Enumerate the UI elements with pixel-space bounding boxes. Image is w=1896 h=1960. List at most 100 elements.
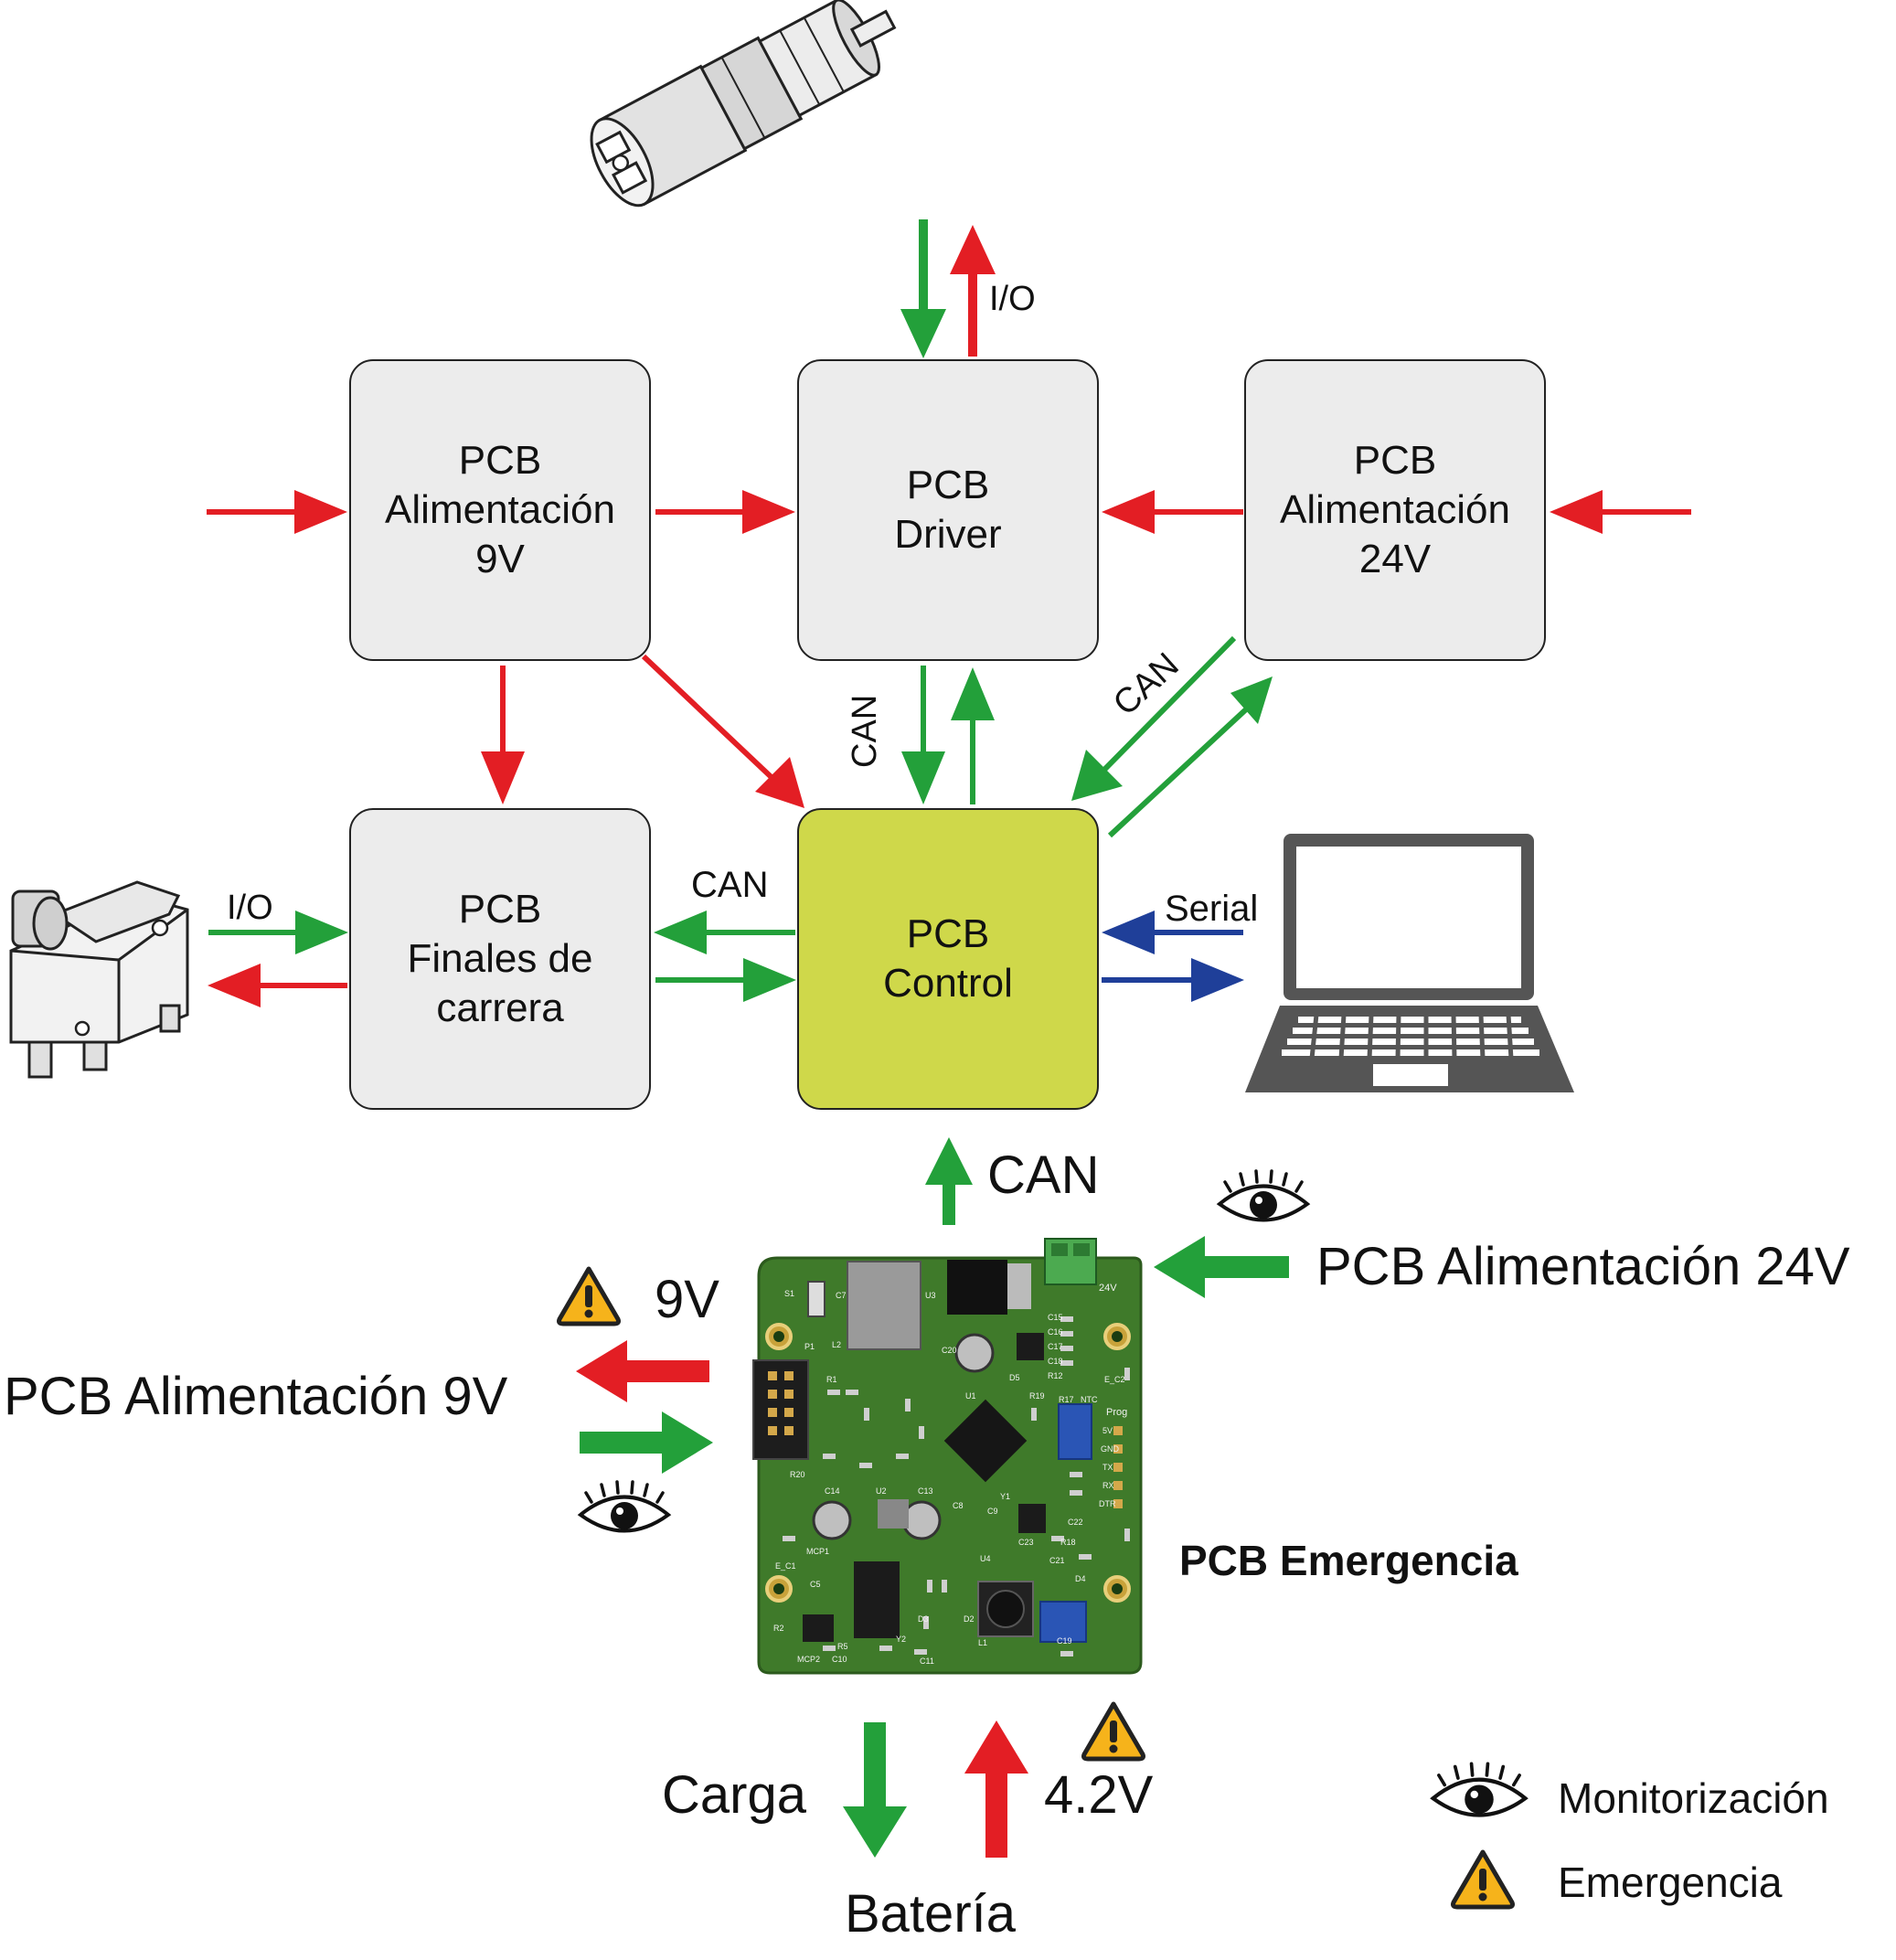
box-line: Alimentación (1280, 487, 1510, 532)
arrow-alim9-finales (481, 666, 525, 804)
arrow-alim9-control (641, 654, 804, 808)
svg-text:C9: C9 (987, 1507, 998, 1516)
svg-text:U1: U1 (965, 1391, 976, 1401)
legend-monitorizacion: Monitorización (1558, 1774, 1829, 1822)
arrow-alim9-to-emergency (580, 1411, 713, 1474)
box-alimentacion-24v: PCB Alimentación 24V (1244, 359, 1546, 661)
arrow-control-alim24-can (1107, 676, 1273, 838)
svg-text:DTR: DTR (1099, 1499, 1116, 1508)
svg-text:C10: C10 (832, 1655, 847, 1664)
svg-text:C8: C8 (953, 1501, 964, 1510)
box-line: PCB (906, 463, 990, 507)
warning-icon (1454, 1852, 1513, 1907)
warning-icon (1084, 1704, 1144, 1759)
box-alimentacion-9v: PCB Alimentación 9V (349, 359, 651, 661)
svg-text:C21: C21 (1049, 1556, 1065, 1565)
svg-text:GND: GND (1101, 1444, 1120, 1454)
box-line: PCB (458, 887, 542, 932)
label-4-2v: 4.2V (1044, 1765, 1154, 1825)
svg-text:L2: L2 (832, 1340, 841, 1349)
arrow-emergency-to-battery-carga (843, 1722, 907, 1858)
box-line: PCB (1353, 438, 1437, 483)
box-line: Alimentación (385, 487, 615, 532)
svg-text:C17: C17 (1048, 1342, 1063, 1351)
arrow-emergency-to-control-can (925, 1137, 973, 1225)
svg-text:MCP2: MCP2 (797, 1655, 820, 1664)
svg-text:L1: L1 (978, 1638, 987, 1647)
svg-text:R17: R17 (1059, 1395, 1074, 1404)
svg-text:RX: RX (1102, 1481, 1114, 1490)
box-line: 9V (475, 537, 525, 581)
label-bateria: Batería (845, 1884, 1016, 1944)
svg-text:D5: D5 (1009, 1373, 1020, 1382)
arrow-laptop-control-serial (1102, 911, 1243, 954)
arrow-input-alim24 (1550, 490, 1691, 534)
svg-text:C20: C20 (942, 1346, 957, 1355)
arrow-control-finales-can (654, 911, 795, 954)
label-9v: 9V (655, 1270, 719, 1329)
arrow-finales-switch (208, 964, 347, 1007)
motor-icon (590, 0, 897, 208)
arrow-battery-to-emergency (964, 1720, 1028, 1858)
svg-text:D4: D4 (1075, 1574, 1086, 1583)
box-finales-de-carrera: PCB Finales de carrera (349, 808, 651, 1110)
svg-text:MCP1: MCP1 (806, 1547, 829, 1556)
box-line: Finales de (407, 936, 593, 981)
svg-text:R12: R12 (1048, 1371, 1063, 1380)
label-emergency-9v: PCB Alimentación 9V (4, 1367, 508, 1426)
label-serial: Serial (1165, 889, 1259, 929)
box-line: PCB (906, 911, 990, 956)
svg-text:E_C1: E_C1 (775, 1561, 796, 1571)
svg-text:C23: C23 (1018, 1538, 1034, 1547)
svg-text:5V: 5V (1102, 1426, 1113, 1435)
svg-text:TX: TX (1102, 1463, 1113, 1472)
svg-text:Y1: Y1 (1000, 1492, 1010, 1501)
arrow-motor-to-driver (900, 219, 946, 358)
svg-text:C7: C7 (836, 1291, 847, 1300)
arrow-driver-control-can (901, 666, 945, 804)
svg-text:E_C2: E_C2 (1104, 1375, 1125, 1384)
arrow-control-driver-can (951, 667, 995, 804)
label-can-emergency: CAN (987, 1145, 1100, 1205)
limit-switch-icon (9, 880, 189, 1079)
svg-text:U2: U2 (876, 1486, 887, 1496)
svg-text:C15: C15 (1048, 1313, 1063, 1322)
svg-text:C22: C22 (1068, 1518, 1083, 1527)
eye-icon (1218, 1169, 1309, 1222)
svg-text:R1: R1 (826, 1375, 837, 1384)
label-carga: Carga (662, 1765, 806, 1825)
svg-text:S1: S1 (784, 1289, 794, 1298)
label-io-switch: I/O (227, 889, 273, 927)
arrow-switch-finales (208, 911, 348, 954)
label-can-driver-control: CAN (846, 694, 884, 768)
box-line: Control (883, 961, 1013, 1006)
arrow-alim24-to-emergency (1154, 1236, 1289, 1298)
arrow-alim24-control-can (1071, 635, 1237, 801)
label-pcb-emergencia: PCB Emergencia (1179, 1537, 1518, 1584)
svg-text:C19: C19 (1057, 1636, 1072, 1646)
arrow-emergency-to-alim9 (576, 1340, 709, 1402)
svg-text:U3: U3 (925, 1291, 936, 1300)
svg-text:C14: C14 (825, 1486, 840, 1496)
svg-text:NTC: NTC (1081, 1395, 1098, 1404)
box-driver: PCB Driver (797, 359, 1099, 661)
arrow-alim9-driver (655, 490, 795, 534)
svg-text:R2: R2 (773, 1624, 784, 1633)
box-line: carrera (436, 985, 564, 1030)
svg-text:D2: D2 (964, 1614, 975, 1624)
label-io-motor: I/O (989, 280, 1036, 318)
box-line: Driver (894, 512, 1002, 557)
svg-text:C11: C11 (920, 1656, 934, 1666)
eye-icon (579, 1480, 670, 1533)
warning-icon (559, 1269, 619, 1324)
svg-text:R5: R5 (837, 1642, 848, 1651)
label-can-control-finales: CAN (691, 865, 769, 905)
box-line: PCB (458, 438, 542, 483)
svg-text:D3: D3 (918, 1614, 929, 1624)
label-emergency-24v: PCB Alimentación 24V (1316, 1237, 1850, 1296)
arrow-input-alim9 (207, 490, 347, 534)
box-line: 24V (1358, 537, 1432, 581)
eye-icon (1433, 1763, 1526, 1815)
svg-text:C5: C5 (810, 1580, 821, 1589)
arrow-control-laptop-serial (1102, 958, 1244, 1002)
